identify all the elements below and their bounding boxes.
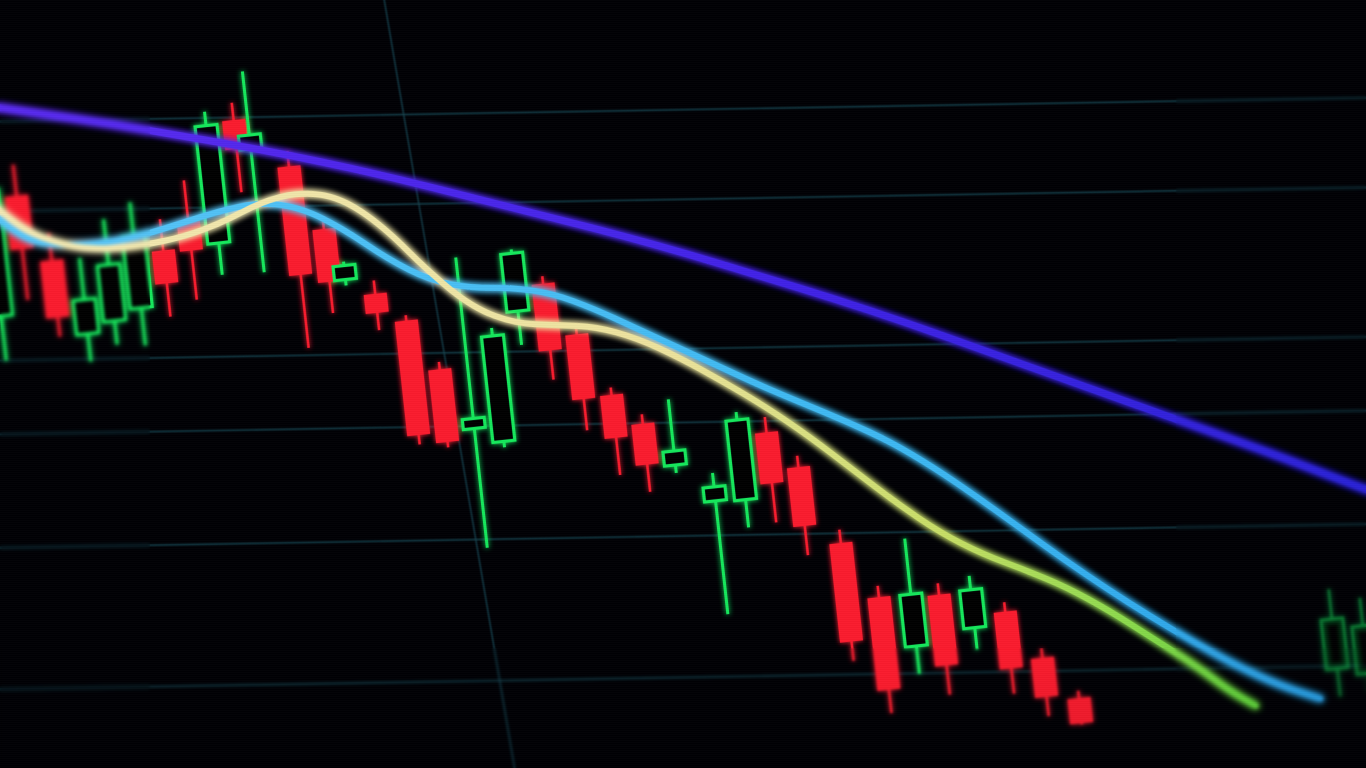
candlestick[interactable] (394, 314, 431, 446)
candlestick[interactable] (927, 582, 961, 696)
candlestick[interactable] (38, 232, 71, 338)
candlestick[interactable] (363, 279, 390, 331)
candlestick[interactable] (276, 150, 319, 349)
ma-violet-slow (0, 99, 1366, 501)
candlestick[interactable] (1067, 690, 1094, 726)
candlestick[interactable] (657, 398, 689, 474)
candlestick[interactable] (867, 585, 903, 715)
candlestick[interactable] (993, 601, 1025, 695)
candlestick[interactable] (631, 413, 661, 493)
candlestick[interactable] (724, 411, 759, 529)
candlestick[interactable] (428, 361, 460, 449)
candlestick[interactable] (894, 537, 931, 675)
candlestick[interactable] (479, 327, 517, 449)
candlestick[interactable] (119, 201, 156, 347)
candlestick[interactable] (786, 455, 819, 557)
candlestick[interactable] (957, 575, 988, 651)
candlestick[interactable] (1030, 647, 1059, 717)
candlestick[interactable] (1349, 597, 1366, 695)
candlestick[interactable] (828, 528, 864, 662)
ma-cream-mid (0, 187, 1259, 709)
candlestick[interactable] (599, 386, 631, 476)
candlestick[interactable] (754, 416, 787, 524)
candlestick[interactable] (565, 326, 598, 432)
grid-line-horizontal (0, 520, 1366, 551)
candlestick[interactable] (1318, 588, 1352, 698)
candlestick[interactable] (498, 248, 532, 346)
